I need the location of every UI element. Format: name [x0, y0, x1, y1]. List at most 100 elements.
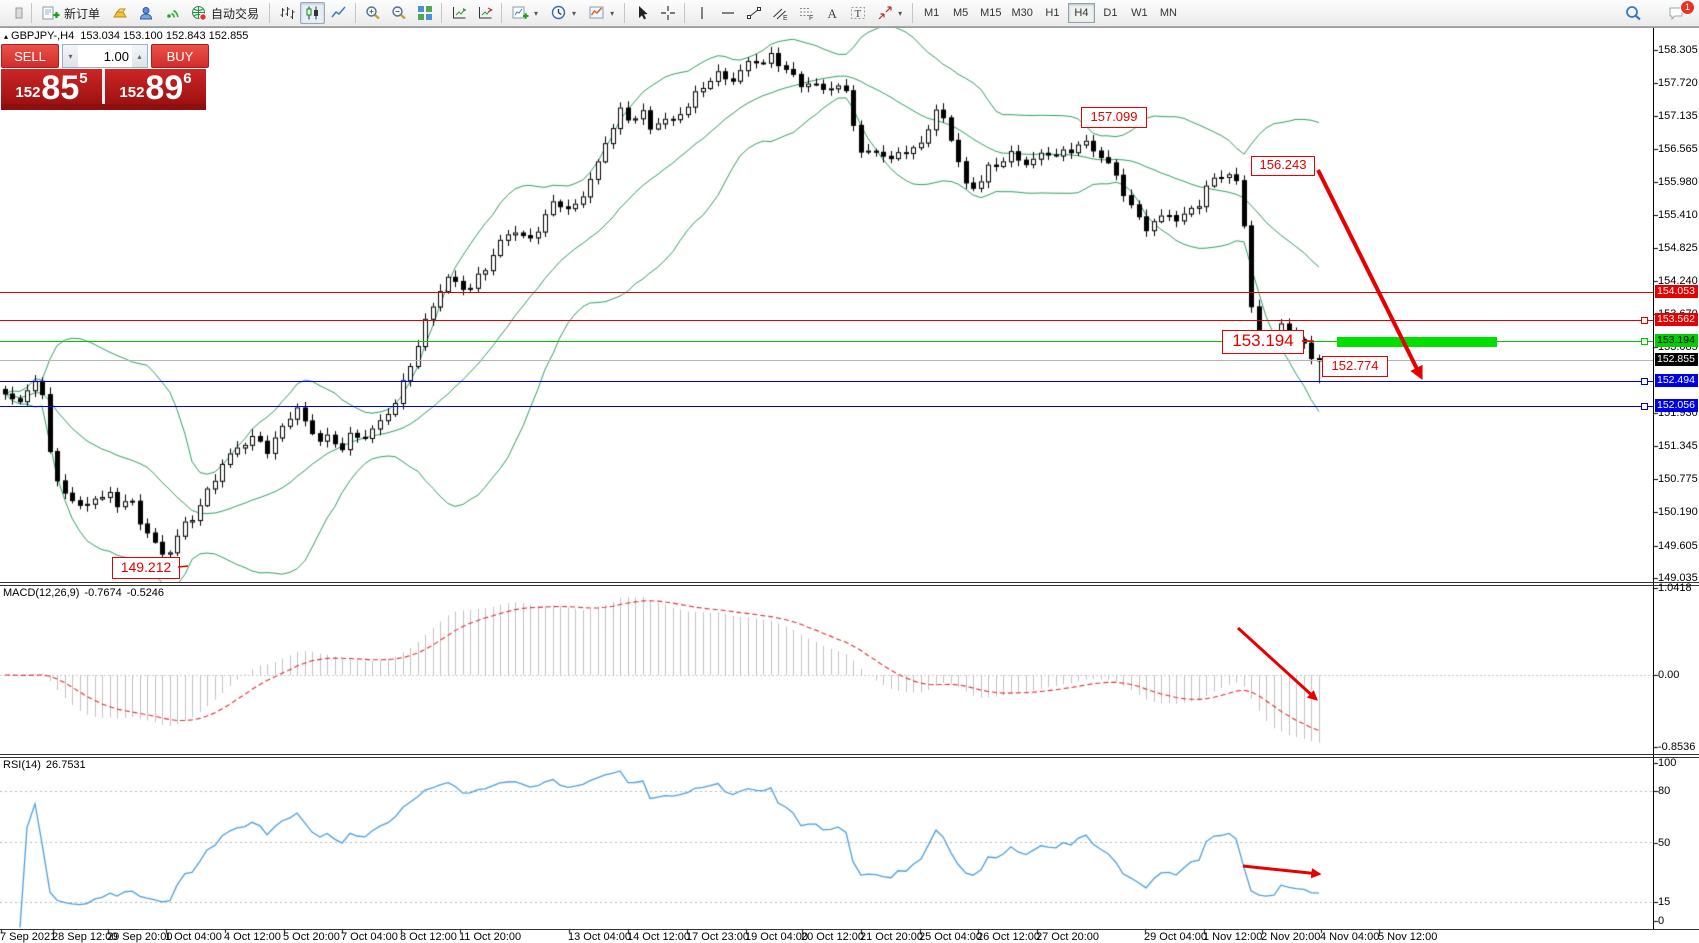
price-axis-tick: 154.240 [1658, 275, 1698, 288]
crosshair-icon [660, 6, 675, 20]
svg-text:E: E [783, 15, 788, 21]
zoom-in-button[interactable] [360, 2, 385, 24]
label-tool-button[interactable]: T [845, 2, 870, 24]
signal-button[interactable] [159, 2, 184, 24]
rsi-label: RSI(14) 26.7531 [3, 759, 86, 771]
timeframe-h4-button[interactable]: H4 [1067, 3, 1095, 23]
search-button[interactable] [1621, 2, 1646, 24]
indicator-window-alt-button[interactable] [472, 2, 497, 24]
sell-price[interactable]: 152 85 5 [1, 69, 102, 105]
timeframe-mn-button[interactable]: MN [1155, 3, 1182, 23]
template-icon [589, 6, 604, 19]
hline-153-562-handle[interactable] [1641, 317, 1648, 324]
volume-decrease-button[interactable]: ▾ [63, 45, 78, 67]
time-axis-label: 13 Oct 04:00 [568, 931, 631, 943]
buy-price-sup: 6 [183, 70, 192, 87]
arrows-tool-button[interactable]: ▾ [871, 2, 908, 24]
time-axis-label: 26 Oct 12:00 [977, 931, 1040, 943]
hline-152-056-handle[interactable] [1641, 403, 1648, 410]
tile-windows-button[interactable] [412, 2, 437, 24]
hline-152-494-handle[interactable] [1641, 378, 1648, 385]
price-annotation-149-212[interactable]: 149.212 [112, 557, 180, 579]
hline-153-194-handle[interactable] [1641, 338, 1648, 345]
rsi-axis-label: 0 [1658, 915, 1665, 927]
sell-button[interactable]: SELL [1, 44, 59, 68]
equidistant-channel-button[interactable]: E [767, 2, 792, 24]
gold-bar-icon [112, 8, 127, 18]
candlestick-chart-button[interactable] [300, 2, 326, 24]
timeframe-m15-button[interactable]: M15 [976, 3, 1005, 23]
rsi-separator[interactable] [0, 754, 1699, 755]
symbol-name: GBPJPY-,H4 [11, 30, 75, 42]
chevron-down-icon: ▾ [534, 8, 539, 18]
svg-text:F: F [809, 15, 813, 21]
fibonacci-button[interactable]: F [793, 2, 818, 24]
price-axis-tick: 155.410 [1658, 208, 1698, 221]
profile-icon [139, 7, 152, 20]
hline-154-053[interactable] [0, 292, 1653, 293]
toolbar-separator [269, 3, 271, 23]
price-axis-tick: 150.775 [1658, 472, 1698, 485]
current-price-line[interactable] [0, 360, 1653, 361]
new-order-icon [42, 6, 60, 20]
buy-button[interactable]: BUY [151, 44, 209, 68]
partial-toolbar-button[interactable] [2, 2, 27, 24]
price-axis-tick: 156.565 [1658, 142, 1698, 155]
time-axis-label: 29 Oct 04:00 [1144, 931, 1207, 943]
volume-increase-button[interactable]: ▴ [132, 45, 147, 67]
macd-axis-label: 1.0418 [1658, 582, 1692, 594]
arrows-tool-icon [878, 6, 892, 20]
timeframe-m1-button[interactable]: M1 [918, 3, 945, 23]
horizontal-line-button[interactable] [715, 2, 740, 24]
cursor-button[interactable] [629, 2, 654, 24]
toolbar-separator [31, 3, 32, 23]
search-icon [1626, 5, 1641, 20]
vertical-line-button[interactable] [689, 2, 714, 24]
indicator-window-button[interactable] [446, 2, 471, 24]
timeframe-m5-button[interactable]: M5 [947, 3, 974, 23]
hline-153-194[interactable] [0, 341, 1653, 342]
price-annotation-156-243[interactable]: 156.243 [1251, 156, 1315, 176]
gold-bar-button[interactable] [107, 2, 132, 24]
trendline-button[interactable] [741, 2, 766, 24]
macd-separator[interactable] [0, 582, 1699, 583]
zoom-out-button[interactable] [386, 2, 411, 24]
ohlc-values: 153.034 153.100 152.843 152.855 [80, 30, 249, 42]
hline-152-056[interactable] [0, 406, 1653, 407]
macd-separator-inner [0, 585, 1699, 586]
templates-button[interactable]: ▾ [583, 2, 620, 24]
periods-button[interactable]: ▾ [545, 2, 582, 24]
bar-chart-button[interactable] [274, 2, 299, 24]
profile-button[interactable] [133, 2, 158, 24]
toolbar-separator [441, 3, 443, 23]
text-tool-button[interactable]: A [819, 2, 844, 24]
price-annotation-153-194[interactable]: 153.194 [1222, 330, 1304, 354]
time-axis-label: 4 Oct 12:00 [224, 931, 281, 943]
hline-152-494[interactable] [0, 381, 1653, 382]
price-divider [102, 69, 105, 104]
buy-price[interactable]: 152 89 6 [105, 69, 206, 105]
notifications-button[interactable]: 1 [1664, 0, 1695, 24]
timeframe-m30-button[interactable]: M30 [1008, 3, 1037, 23]
new-chart-button[interactable]: ▾ [506, 2, 544, 24]
price-axis-border [1653, 28, 1654, 929]
volume-input[interactable] [78, 45, 132, 67]
new-order-button[interactable]: 新订单 [36, 2, 106, 24]
timeframe-d1-button[interactable]: D1 [1097, 3, 1124, 23]
trade-prices-row: 152 85 5 152 89 6 [1, 69, 209, 105]
autotrade-button[interactable]: 自动交易 [185, 2, 265, 24]
timeframe-h1-button[interactable]: H1 [1039, 3, 1066, 23]
macd-signal-value: -0.5246 [126, 587, 165, 599]
hline-153-562[interactable] [0, 320, 1653, 321]
bar-chart-icon [280, 7, 295, 19]
timeframe-w1-button[interactable]: W1 [1126, 3, 1153, 23]
horizontal-line-icon [721, 12, 734, 14]
highlight-rectangle[interactable] [1337, 337, 1497, 347]
crosshair-button[interactable] [655, 2, 680, 24]
svg-text:T: T [854, 8, 861, 20]
price-annotation-157-099[interactable]: 157.099 [1081, 107, 1147, 128]
line-chart-button[interactable] [326, 2, 351, 24]
price-annotation-152-774[interactable]: 152.774 [1322, 356, 1388, 377]
